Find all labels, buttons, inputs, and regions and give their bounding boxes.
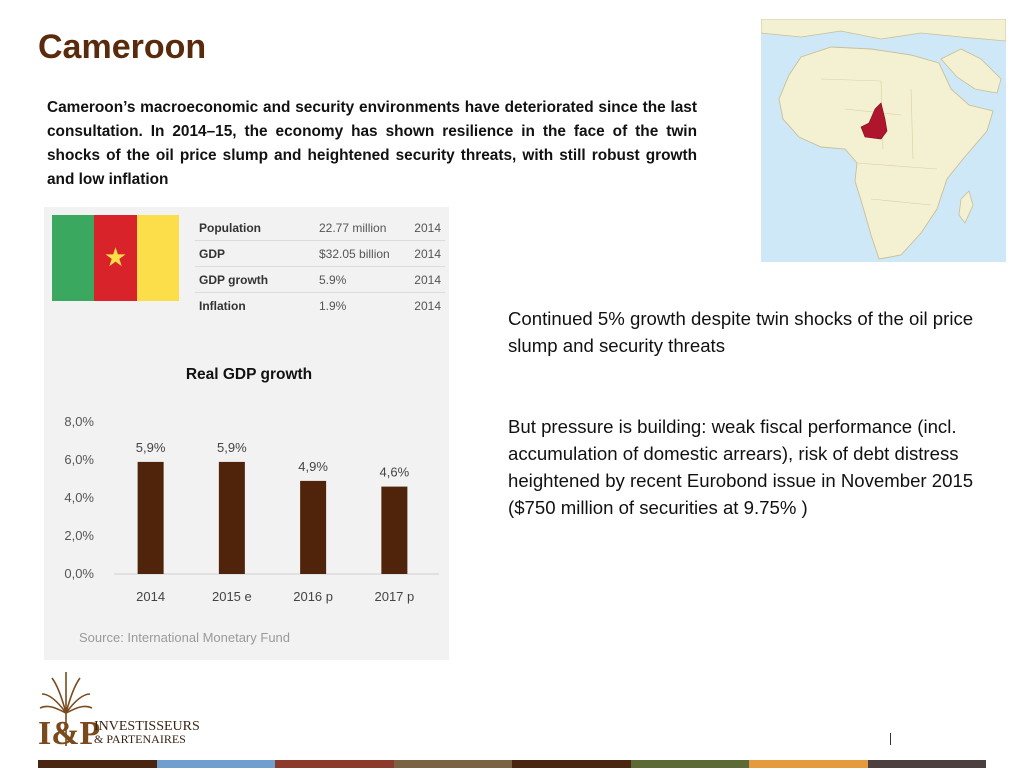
data-label: 4,9% [298, 459, 328, 474]
chart-bar [137, 461, 164, 574]
x-tick-label: 2014 [136, 589, 165, 604]
table-row: GDP $32.05 billion 2014 [195, 240, 445, 267]
stat-value: 1.9% [319, 298, 347, 313]
x-tick-label: 2017 p [374, 589, 414, 604]
footer-color-segment [156, 760, 275, 768]
stat-year: 2014 [405, 215, 445, 241]
stat-label: Population [195, 215, 315, 241]
africa-map [761, 19, 1006, 262]
chart-title: Real GDP growth [186, 366, 312, 383]
palm-tree-icon [39, 672, 93, 746]
y-tick-label: 6,0% [64, 452, 94, 467]
logo-line-1: INVESTISSEURS [94, 719, 200, 734]
page-marker [890, 733, 891, 745]
x-tick-label: 2016 p [293, 589, 333, 604]
chart-bar [218, 461, 245, 574]
cameroon-flag: ★ [52, 215, 179, 301]
footer-color-segment [630, 760, 749, 768]
data-label: 5,9% [217, 440, 247, 455]
chart-source: Source: International Monetary Fund [79, 630, 290, 645]
logo-line-2: & PARTENAIRES [94, 732, 186, 746]
stat-label: GDP [195, 240, 315, 267]
table-row: GDP growth 5.9% 2014 [195, 266, 445, 293]
stat-value: $32.05 billion [315, 240, 406, 267]
slide-title: Cameroon [38, 28, 207, 66]
footer-color-segment [275, 760, 394, 768]
x-tick-label: 2015 e [212, 589, 252, 604]
stat-year: 2014 [405, 240, 445, 267]
investisseurs-partenaires-logo: I&P INVESTISSEURS & PARTENAIRES [38, 672, 200, 748]
country-stats-table: Population 22.77 million 2014 GDP $32.05… [195, 215, 445, 318]
africa-map-image [761, 19, 1006, 262]
star-icon: ★ [103, 243, 128, 273]
cameroon-highlight [860, 102, 888, 140]
footer-color-segment [512, 760, 631, 768]
logo-monogram: I&P [38, 715, 100, 748]
data-label: 5,9% [136, 440, 166, 455]
gdp-growth-chart: Real GDP growth Source: International Mo… [64, 366, 439, 645]
y-tick-label: 8,0% [64, 414, 94, 429]
chart-bar [300, 480, 327, 574]
stat-value: 22.77 million [315, 215, 406, 241]
stat-label: Inflation [199, 298, 246, 313]
footer-color-segment [393, 760, 512, 768]
intro-paragraph: Cameroon’s macroeconomic and security en… [47, 99, 697, 188]
stat-label: GDP growth [195, 266, 315, 293]
pressure-note: But pressure is building: weak fiscal pe… [508, 416, 974, 518]
growth-note: Continued 5% growth despite twin shocks … [508, 308, 974, 356]
y-tick-label: 0,0% [64, 566, 94, 581]
y-tick-label: 4,0% [64, 490, 94, 505]
table-row: Population 22.77 million 2014 [195, 215, 445, 241]
footer-color-segment [867, 760, 986, 768]
footer-color-segment [38, 760, 157, 768]
footer-color-bar [38, 760, 986, 768]
stat-value: 5.9% [315, 266, 406, 293]
stat-year: 2014 [414, 298, 441, 313]
footer-color-segment [749, 760, 868, 768]
data-label: 4,6% [380, 465, 410, 480]
y-tick-label: 2,0% [64, 528, 94, 543]
stat-year: 2014 [405, 266, 445, 293]
table-row: Inflation 1.9% 2014 [195, 293, 445, 319]
chart-bar [381, 486, 408, 574]
